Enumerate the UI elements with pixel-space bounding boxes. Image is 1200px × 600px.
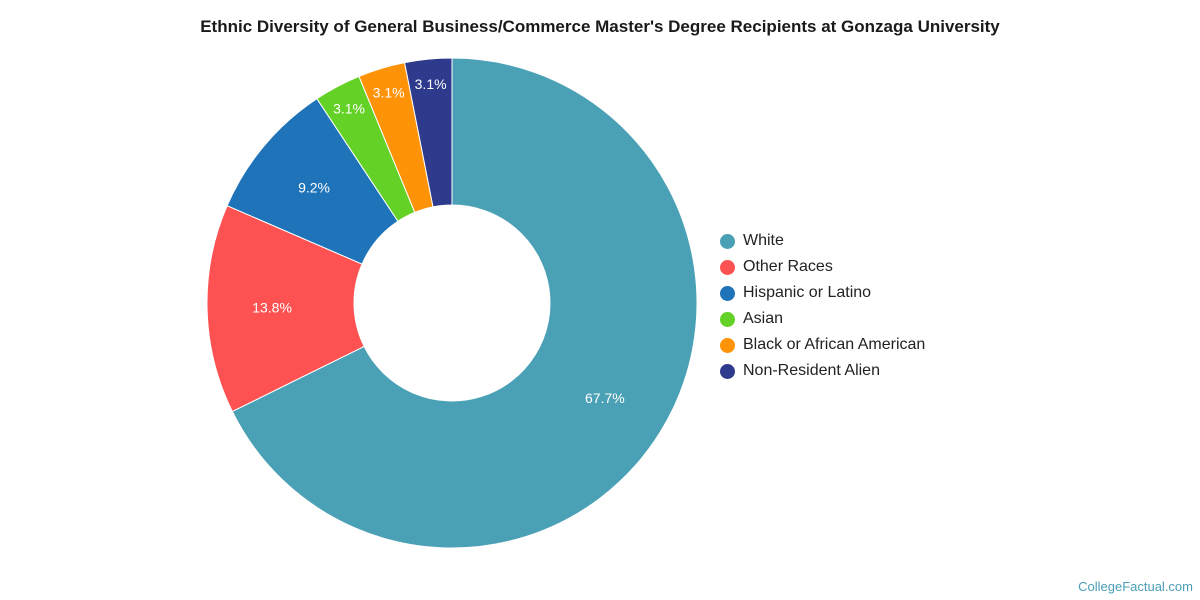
slice-label-non-resident-alien: 3.1% (415, 76, 447, 92)
legend-item-black-or-african-american[interactable]: Black or African American (720, 332, 925, 358)
legend-label: Non-Resident Alien (743, 362, 880, 379)
legend-swatch-icon (720, 311, 735, 327)
chart-legend: White Other Races Hispanic or Latino Asian B… (720, 228, 925, 384)
legend-item-other-races[interactable]: Other Races (720, 254, 925, 280)
slice-label-black-or-african-american: 3.1% (373, 84, 405, 100)
legend-item-asian[interactable]: Asian (720, 306, 925, 332)
legend-item-white[interactable]: White (720, 228, 925, 254)
legend-label: Black or African American (743, 336, 926, 353)
legend-item-hispanic-or-latino[interactable]: Hispanic or Latino (720, 280, 925, 306)
legend-label: Hispanic or Latino (743, 284, 872, 301)
slice-label-other-races: 13.8% (252, 300, 292, 316)
legend-swatch-icon (720, 233, 735, 249)
slice-label-white: 67.7% (585, 390, 625, 406)
legend-swatch-icon (720, 363, 735, 379)
legend-label: Other Races (743, 258, 833, 275)
slice-white[interactable] (231, 57, 698, 549)
legend-item-non-resident-alien[interactable]: Non-Resident Alien (720, 358, 925, 384)
legend-swatch-icon (720, 285, 735, 301)
legend-swatch-icon (720, 259, 735, 275)
credit-link[interactable]: CollegeFactual.com (1078, 579, 1193, 594)
legend-swatch-icon (720, 337, 735, 353)
slice-label-asian: 3.1% (333, 101, 365, 117)
slice-non-resident-alien[interactable] (403, 57, 453, 208)
chart-title: Ethnic Diversity of General Business/Com… (200, 17, 1000, 36)
slice-label-hispanic-or-latino: 9.2% (298, 179, 330, 195)
slice-other-races[interactable] (206, 205, 365, 413)
legend-label: White (743, 232, 784, 249)
legend-label: Asian (743, 310, 784, 327)
